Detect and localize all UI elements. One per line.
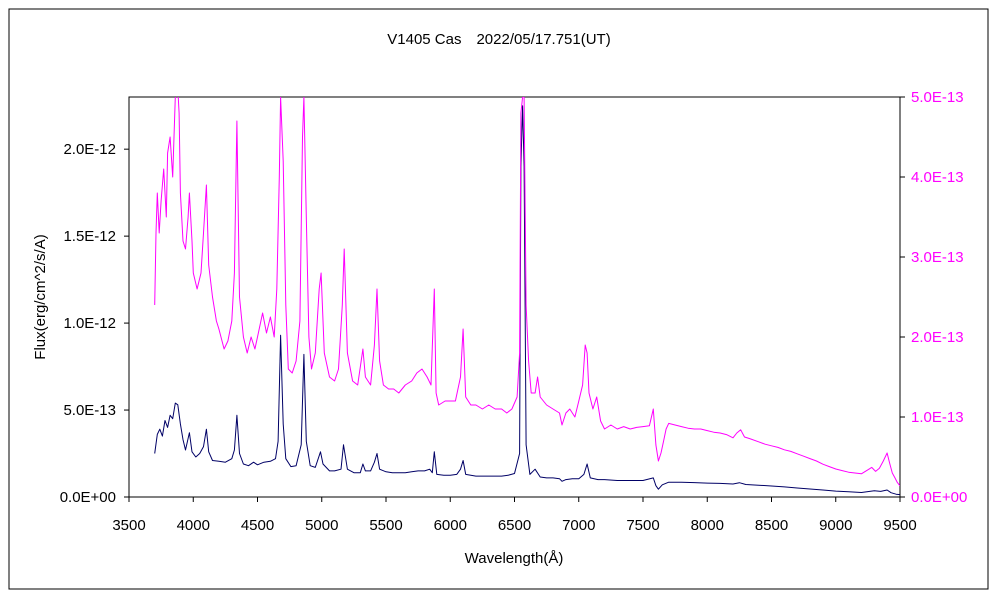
series-line-right-axis xyxy=(154,97,900,487)
x-tick-label: 4000 xyxy=(177,517,210,534)
x-tick-label: 3500 xyxy=(112,517,145,534)
x-tick-label: 8500 xyxy=(755,517,788,534)
x-tick-label: 7000 xyxy=(562,517,595,534)
y-right-tick-label: 1.0E-13 xyxy=(911,409,964,426)
chart-area-border xyxy=(8,8,989,590)
y-left-tick-label: 2.0E-12 xyxy=(63,141,116,158)
x-tick-label: 9500 xyxy=(883,517,916,534)
y-left-tick-label: 1.5E-12 xyxy=(63,228,116,245)
y-right-tick-label: 2.0E-13 xyxy=(911,329,964,346)
y-right-tick-label: 0.0E+00 xyxy=(911,489,967,506)
y-right-tick-label: 3.0E-13 xyxy=(911,249,964,266)
x-tick-label: 5000 xyxy=(305,517,338,534)
x-tick-label: 8000 xyxy=(691,517,724,534)
x-tick-label: 9000 xyxy=(819,517,852,534)
y-axis-title: Flux(erg/cm^2/s/A) xyxy=(32,234,49,359)
y-left-tick-label: 1.0E-12 xyxy=(63,315,116,332)
x-tick-label: 6500 xyxy=(498,517,531,534)
series-line-left-axis xyxy=(154,105,900,496)
x-tick-label: 4500 xyxy=(241,517,274,534)
x-axis-title: Wavelength(Å) xyxy=(465,550,564,567)
y-left-tick-label: 5.0E-13 xyxy=(63,402,116,419)
y-right-tick-label: 5.0E-13 xyxy=(911,89,964,106)
x-tick-label: 6000 xyxy=(434,517,467,534)
x-tick-label: 5500 xyxy=(369,517,402,534)
y-right-tick-label: 4.0E-13 xyxy=(911,169,964,186)
chart-marks: 3500 4000 4500 5000 5500 6000 6500 7000 7500 8000… xyxy=(60,89,968,534)
y-left-tick-label: 0.0E+00 xyxy=(60,489,116,506)
x-tick-label: 7500 xyxy=(626,517,659,534)
chart-title: V1405 Cas 2022/05/17.751(UT) xyxy=(387,31,610,48)
